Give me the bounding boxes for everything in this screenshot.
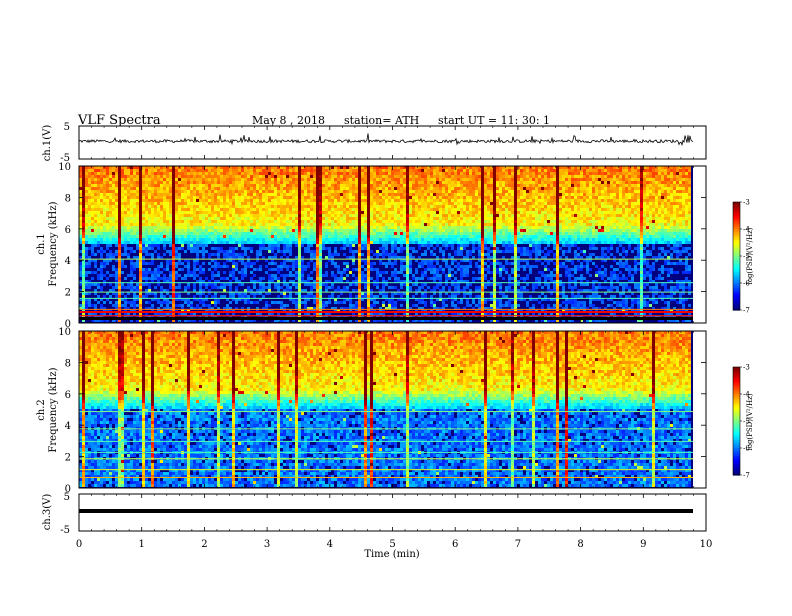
start-time-label: start UT = 11: 30: 1 [438,114,550,127]
time-tick-label: 8 [577,539,583,550]
ch3-waveform-ylabel: ch.3(V) [42,494,53,531]
ch1-spectrogram-channel-label: ch.1 [36,233,47,255]
ch2-spectrogram-ylabel: Frequency (kHz) [48,367,59,452]
ch1-waveform-line [79,133,693,144]
time-tick-label: 0 [76,539,82,550]
freq-tick-label: 8 [65,193,71,204]
time-tick-label: 4 [327,539,333,550]
ch1-ytick-top: 5 [64,122,70,133]
ch1-colorbar-label: log(PSD)(V²/Hz) [746,227,754,284]
colorbar-tick-label: -3 [743,199,750,207]
ch2-spectrogram-image [79,331,693,488]
freq-tick-label: 6 [65,225,71,236]
freq-tick-label: 6 [65,390,71,401]
time-axis-label: Time (min) [364,549,419,560]
time-tick-label: 3 [264,539,270,550]
time-tick-label: 10 [700,539,713,550]
date-label: May 8 , 2018 [252,114,325,127]
ch3-waveform-line [79,509,693,513]
colorbar-tick-label: -7 [743,472,750,480]
freq-tick-label: 2 [65,288,71,299]
time-tick-label: 9 [640,539,646,550]
time-tick-label: 2 [201,539,207,550]
station-label: station= ATH [344,114,419,127]
ch2-colorbar-label: log(PSD)(V²/Hz) [746,393,754,450]
time-tick-label: 7 [515,539,521,550]
colorbar-tick-label: -3 [743,364,750,372]
ch1-spectrogram-image [79,166,693,323]
freq-tick-label: 4 [65,421,71,432]
ch3-ytick-top: 5 [64,492,70,503]
time-tick-label: 6 [452,539,458,550]
freq-tick-label: 10 [58,162,71,173]
colorbar-tick-label: -7 [743,307,750,315]
time-tick-label: 1 [139,539,145,550]
ch1-spectrogram-ylabel: Frequency (kHz) [48,201,59,286]
freq-tick-label: 10 [58,327,71,338]
freq-tick-label: 2 [65,453,71,464]
freq-tick-label: 4 [65,256,71,267]
ch2-spectrogram-channel-label: ch.2 [36,399,47,421]
ch3-ytick-bottom: -5 [60,525,70,536]
ch1-waveform-ylabel: ch.1(V) [42,125,53,162]
freq-tick-label: 8 [65,358,71,369]
